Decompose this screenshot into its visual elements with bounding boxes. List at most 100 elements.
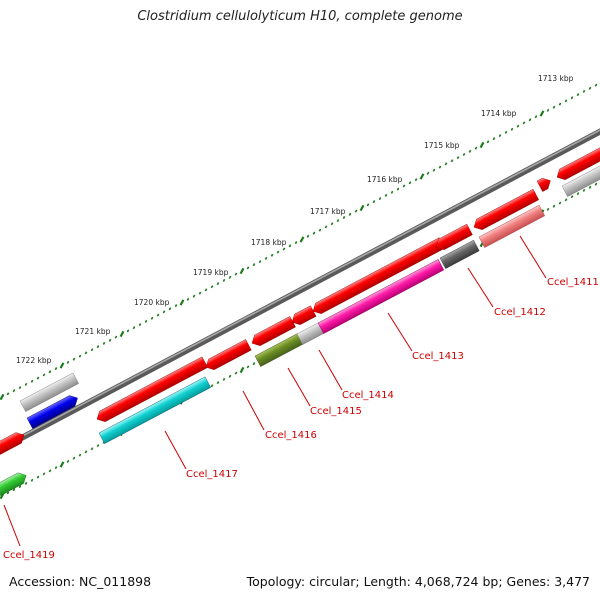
outer-scale-minor-tick bbox=[30, 379, 34, 383]
outer-scale-minor-tick bbox=[66, 360, 70, 364]
gene-arrow-red[interactable] bbox=[203, 339, 252, 372]
scale-label-1714: 1714 kbp bbox=[481, 109, 517, 118]
gene-arrow-magenta[interactable] bbox=[317, 259, 445, 334]
gene-arrow-red[interactable] bbox=[289, 305, 317, 328]
scale-label-1713: 1713 kbp bbox=[538, 74, 574, 83]
gene-label-1413[interactable]: Ccel_1413 bbox=[412, 351, 464, 362]
outer-scale-minor-tick bbox=[162, 310, 166, 314]
inner-scale-minor-tick bbox=[228, 374, 232, 378]
outer-scale-minor-tick bbox=[528, 118, 532, 122]
gene-label-1415[interactable]: Ccel_1415 bbox=[310, 406, 362, 417]
outer-scale-minor-tick bbox=[348, 212, 352, 216]
outer-scale-minor-tick bbox=[564, 99, 568, 103]
gene-arrow-grey[interactable] bbox=[19, 372, 79, 412]
topology-text: Topology: circular; Length: 4,068,724 bp… bbox=[246, 574, 590, 589]
inner-scale-minor-tick bbox=[6, 491, 10, 495]
outer-scale-minor-tick bbox=[24, 382, 28, 386]
outer-scale-minor-tick bbox=[336, 219, 340, 223]
gene-labels: Ccel_1411 Ccel_1412 Ccel_1413 Ccel_1414 … bbox=[3, 277, 599, 561]
leader-line-1412 bbox=[467, 267, 494, 308]
inner-scale-minor-tick bbox=[36, 475, 40, 479]
outer-scale-minor-tick bbox=[378, 197, 382, 201]
scale-label-1720: 1720 kbp bbox=[134, 298, 170, 307]
inner-scale-minor-tick bbox=[252, 362, 256, 366]
inner-scale-minor-tick bbox=[96, 444, 100, 448]
outer-scale-minor-tick bbox=[426, 171, 430, 175]
outer-scale-minor-tick bbox=[498, 134, 502, 138]
gene-arrow-grey[interactable] bbox=[561, 157, 600, 197]
outer-scale-minor-tick bbox=[222, 278, 226, 282]
leader-line-1411 bbox=[519, 235, 547, 279]
gene-arrow-red[interactable] bbox=[433, 223, 473, 252]
outer-scale-major-tick bbox=[419, 173, 425, 180]
outer-scale-minor-tick bbox=[414, 178, 418, 182]
inner-scale-minor-tick bbox=[234, 371, 238, 375]
outer-scale-minor-tick bbox=[6, 392, 10, 396]
outer-scale-minor-tick bbox=[438, 165, 442, 169]
outer-scale-minor-tick bbox=[582, 89, 586, 93]
outer-scale-minor-tick bbox=[462, 152, 466, 157]
gene-label-1416[interactable]: Ccel_1416 bbox=[265, 430, 317, 441]
outer-scale-minor-tick bbox=[516, 124, 520, 128]
gene-label-1411[interactable]: Ccel_1411 bbox=[547, 277, 599, 288]
outer-scale-minor-tick bbox=[174, 304, 178, 308]
outer-scale-minor-tick bbox=[306, 234, 310, 238]
gene-arrow-green[interactable] bbox=[0, 470, 29, 496]
gene-label-1412[interactable]: Ccel_1412 bbox=[494, 307, 546, 318]
outer-scale-minor-tick bbox=[396, 187, 400, 191]
inner-scale-minor-tick bbox=[18, 485, 22, 489]
outer-scale-minor-tick bbox=[474, 146, 478, 150]
outer-scale-major-tick bbox=[239, 267, 245, 275]
gene-label-1414[interactable]: Ccel_1414 bbox=[342, 390, 394, 401]
gene-arrow-blue[interactable] bbox=[26, 393, 80, 429]
outer-scale-minor-tick bbox=[90, 348, 94, 352]
gene-arrow-red[interactable] bbox=[0, 430, 27, 462]
gene-arrow-red[interactable] bbox=[536, 175, 553, 192]
genome-backbone bbox=[0, 128, 600, 453]
outer-scale-minor-tick bbox=[444, 162, 448, 166]
gene-arrow-darkgrey[interactable] bbox=[439, 239, 480, 269]
outer-scale-minor-tick bbox=[12, 389, 16, 393]
outer-scale-major-tick bbox=[0, 393, 5, 401]
outer-scale-track bbox=[0, 78, 600, 401]
outer-scale-minor-tick bbox=[354, 209, 358, 213]
outer-scale-minor-tick bbox=[204, 288, 208, 292]
gene-arrow-cyan[interactable] bbox=[98, 376, 211, 444]
outer-scale-minor-tick bbox=[294, 241, 298, 245]
inner-scale-major-tick bbox=[59, 461, 65, 468]
outer-scale-minor-tick bbox=[594, 83, 598, 87]
outer-scale-minor-tick bbox=[18, 386, 22, 390]
outer-scale-minor-tick bbox=[102, 341, 106, 345]
outer-scale-minor-tick bbox=[234, 272, 238, 276]
outer-scale-minor-tick bbox=[390, 190, 394, 194]
scale-label-1717: 1717 kbp bbox=[310, 207, 346, 216]
gene-arrow-red[interactable] bbox=[249, 316, 296, 348]
inner-scale-minor-tick bbox=[222, 377, 226, 381]
outer-scale-minor-tick bbox=[318, 228, 322, 232]
outer-scale-minor-tick bbox=[312, 231, 316, 235]
outer-scale-minor-tick bbox=[186, 297, 190, 301]
outer-scale-major-tick bbox=[479, 141, 485, 149]
outer-scale-minor-tick bbox=[198, 291, 202, 295]
leader-line-1417 bbox=[164, 430, 187, 470]
gene-arrow-red[interactable] bbox=[94, 356, 208, 425]
gene-arrow-pink[interactable] bbox=[478, 204, 545, 248]
inner-scale-minor-tick bbox=[210, 384, 214, 388]
outer-scale-minor-tick bbox=[282, 247, 286, 251]
gene-arrow-red[interactable] bbox=[471, 188, 539, 232]
inner-scale-minor-tick bbox=[546, 207, 550, 211]
gene-arrow-red[interactable] bbox=[310, 237, 446, 317]
scale-labels: 1713 kbp 1714 kbp 1715 kbp 1716 kbp 1717… bbox=[16, 74, 574, 365]
inner-scale-minor-tick bbox=[564, 198, 568, 202]
gene-arrow-red[interactable] bbox=[554, 137, 600, 182]
inner-scale-minor-tick bbox=[84, 450, 88, 454]
outer-scale-minor-tick bbox=[558, 102, 562, 106]
gene-label-1417[interactable]: Ccel_1417 bbox=[186, 469, 238, 480]
outer-scale-minor-tick bbox=[36, 376, 40, 380]
gene-label-1419[interactable]: Ccel_1419 bbox=[3, 550, 55, 561]
leader-line-1413 bbox=[387, 312, 413, 352]
outer-scale-major-tick bbox=[179, 299, 185, 306]
inner-scale-minor-tick bbox=[90, 447, 94, 451]
inner-scale-major-tick bbox=[239, 366, 245, 374]
